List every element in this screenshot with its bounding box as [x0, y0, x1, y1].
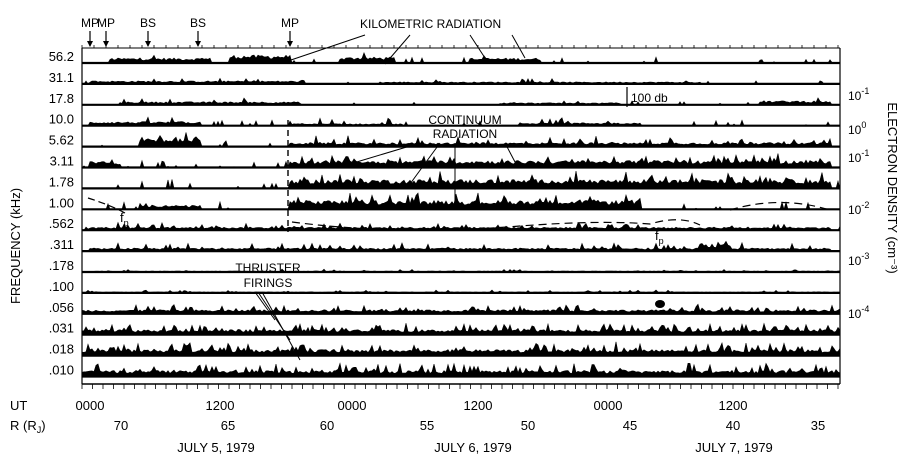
channel-trace — [81, 322, 841, 335]
frequency-tick-labels: 56.2 31.1 17.8 10.0 5.62 3.11 1.78 1.00 .562 .311… — [49, 49, 74, 378]
channel-trace — [82, 77, 840, 85]
arrowhead — [87, 41, 93, 47]
channel-trace — [81, 303, 841, 315]
frequency-tick-label: .311 — [50, 237, 74, 252]
annotation-thruster: FIRINGS — [244, 276, 293, 290]
density-tick-label: 100 — [848, 120, 866, 137]
ut-tick-label: 0000 — [76, 398, 105, 413]
frequency-tick-label: .178 — [49, 258, 74, 273]
frequency-tick-label: .018 — [49, 342, 74, 357]
channel-trace — [81, 341, 841, 356]
r-tick-label: 50 — [521, 418, 535, 433]
r-tick-label: 35 — [811, 418, 825, 433]
scale-label: 100 db — [631, 91, 668, 105]
channel-trace — [81, 362, 841, 377]
ut-axis-label: UT — [10, 398, 27, 413]
date-label: JULY 5, 1979 — [177, 440, 255, 455]
frequency-tick-label: .100 — [49, 279, 74, 294]
boundary-marker-label: BS — [140, 16, 156, 30]
channel-trace — [82, 116, 840, 127]
density-tick-label: 10-3 — [848, 251, 869, 268]
annotation-pointer — [284, 34, 366, 63]
channel-trace — [81, 289, 841, 294]
boundary-marker-label: BS — [190, 16, 206, 30]
annotation-pointer — [511, 34, 526, 59]
arrowhead — [103, 41, 109, 47]
fp-label: fp — [120, 210, 129, 228]
frequency-channels — [81, 48, 841, 385]
fp-curve — [291, 219, 701, 231]
ut-tick-label: 1200 — [206, 398, 235, 413]
frequency-tick-label: 1.00 — [49, 195, 74, 210]
frequency-tick-label: 10.0 — [49, 112, 74, 127]
ut-tick-label: 0000 — [338, 398, 367, 413]
r-tick-label: 55 — [420, 418, 434, 433]
arrowhead — [287, 41, 293, 47]
r-tick-label: 45 — [623, 418, 637, 433]
channel-trace — [81, 268, 841, 273]
annotation-pointer — [261, 291, 301, 361]
frequency-tick-label: 1.78 — [49, 174, 74, 189]
annotation-pointer — [409, 142, 441, 185]
r-tick-label: 40 — [726, 418, 740, 433]
r-tick-label: 70 — [114, 418, 128, 433]
frequency-tick-label: 5.62 — [49, 133, 74, 148]
fp-curve — [87, 197, 126, 214]
channel-trace — [82, 132, 840, 148]
date-label: JULY 7, 1979 — [695, 440, 773, 455]
annotation-pointer — [504, 142, 516, 163]
frequency-tick-label: 3.11 — [50, 154, 74, 169]
channel-trace — [81, 153, 840, 169]
frequency-tick-label: .562 — [49, 216, 74, 231]
density-tick-label: 10-4 — [848, 304, 869, 321]
channel-trace — [82, 240, 840, 252]
frequency-tick-label: .010 — [49, 363, 74, 378]
frequency-tick-label: .031 — [49, 321, 74, 336]
frequency-tick-label: 56.2 — [49, 49, 74, 64]
time-axis: UT R (RJ) 0000 1200 0000 1200 0000 1200 70 65 60 55… — [10, 384, 839, 455]
annotation-pointer — [254, 291, 276, 321]
arrowhead — [195, 41, 201, 47]
ut-tick-label: 0000 — [594, 398, 623, 413]
frequency-tick-label: 31.1 — [49, 70, 74, 85]
boundary-marker-label: MP — [281, 16, 299, 30]
boundary-marker-label: MP — [81, 16, 99, 30]
thruster-blob — [655, 300, 665, 308]
annotation-continuum: RADIATION — [433, 127, 497, 141]
r-tick-label: 65 — [221, 418, 235, 433]
density-tick-label: 10-2 — [848, 200, 869, 217]
r-tick-label: 60 — [320, 418, 334, 433]
ut-tick-label: 1200 — [719, 398, 748, 413]
boundary-marker-label: MP — [97, 16, 115, 30]
density-tick-label: 10-1 — [848, 148, 869, 165]
annotation-pointer — [349, 142, 421, 165]
channel-trace — [82, 221, 841, 231]
annotation-continuum: CONTINUUM — [428, 113, 501, 127]
electron-density-axis: 10-1 100 10-1 10-2 10-3 10-4 — [848, 86, 869, 321]
ut-tick-label: 1200 — [464, 398, 493, 413]
r-axis-label: R (RJ) — [10, 418, 46, 435]
channel-trace — [82, 192, 840, 211]
density-tick-label: 10-1 — [848, 86, 869, 103]
channel-trace — [82, 51, 840, 64]
channel-trace — [82, 170, 841, 190]
annotation-kilometric: KILOMETRIC RADIATION — [360, 17, 501, 31]
annotation-pointer — [384, 34, 411, 65]
date-label: JULY 6, 1979 — [434, 440, 512, 455]
annotation-pointer — [469, 34, 486, 59]
fp-label: fp — [655, 228, 664, 246]
y-axis-label: FREQUENCY (kHz) — [8, 188, 23, 304]
frequency-tick-label: .056 — [49, 300, 74, 315]
y2-axis-label: ELECTRON DENSITY (cm⁻³) — [885, 102, 898, 273]
channel-trace — [82, 97, 840, 106]
annotation-thruster: THRUSTER — [235, 261, 301, 275]
arrowhead — [145, 41, 151, 47]
frequency-tick-label: 17.8 — [49, 91, 74, 106]
